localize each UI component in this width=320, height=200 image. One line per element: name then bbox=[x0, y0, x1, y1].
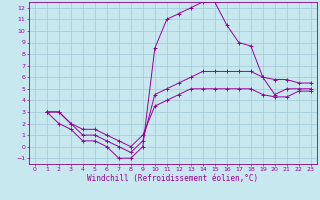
X-axis label: Windchill (Refroidissement éolien,°C): Windchill (Refroidissement éolien,°C) bbox=[87, 174, 258, 183]
